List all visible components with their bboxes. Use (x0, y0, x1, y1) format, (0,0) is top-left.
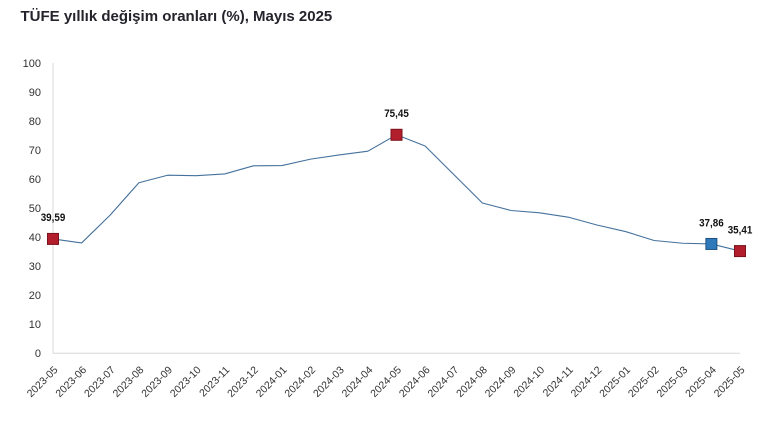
svg-text:80: 80 (29, 116, 41, 128)
svg-text:100: 100 (23, 58, 41, 70)
svg-text:0: 0 (35, 348, 41, 360)
svg-text:60: 60 (29, 174, 41, 186)
svg-text:30: 30 (29, 261, 41, 273)
svg-text:35,41: 35,41 (728, 224, 753, 236)
svg-text:20: 20 (29, 290, 41, 302)
svg-text:10: 10 (29, 319, 41, 331)
svg-text:90: 90 (29, 87, 41, 99)
svg-text:75,45: 75,45 (384, 108, 409, 120)
svg-text:40: 40 (29, 232, 41, 244)
svg-text:39,59: 39,59 (41, 212, 66, 224)
svg-text:TÜFE yıllık değişim oranları (: TÜFE yıllık değişim oranları (%), Mayıs … (21, 8, 333, 25)
svg-text:50: 50 (29, 203, 41, 215)
svg-text:70: 70 (29, 145, 41, 157)
svg-text:37,86: 37,86 (699, 217, 724, 229)
